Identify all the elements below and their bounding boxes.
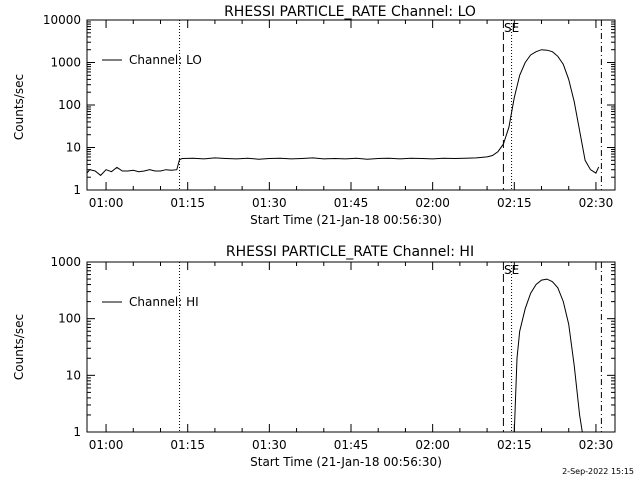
top-x-tick-label: 01:00 — [89, 196, 124, 210]
bottom-chart-ylabel: Counts/sec — [12, 314, 26, 380]
top-series-line — [86, 49, 600, 177]
top-y-tick-label: 10000 — [43, 13, 81, 27]
top-legend-label: Channel: LO — [129, 53, 202, 67]
bottom-x-tick-label: 02:15 — [497, 438, 532, 452]
top-y-tick-label: 100 — [58, 98, 81, 112]
top-x-tick-label: 01:30 — [252, 196, 287, 210]
bottom-x-tick-label: 01:30 — [252, 438, 287, 452]
bottom-x-tick-label: 01:15 — [170, 438, 205, 452]
top-chart-title: RHESSI PARTICLE_RATE Channel: LO — [224, 4, 476, 20]
top-plot-frame — [86, 19, 616, 191]
bottom-y-tick-label: 1000 — [50, 255, 81, 269]
top-y-tick-label: 1 — [73, 183, 81, 197]
bottom-annotation-se: SE — [504, 263, 519, 277]
top-chart-xlabel: Start Time (21-Jan-18 00:56:30) — [250, 213, 442, 227]
bottom-y-tick-label: 100 — [58, 312, 81, 326]
top-y-tick-label: 1000 — [50, 56, 81, 70]
bottom-y-tick-label: 10 — [66, 368, 81, 382]
top-x-tick-label: 01:45 — [334, 196, 369, 210]
bottom-plot-frame — [86, 261, 616, 433]
bottom-chart-title: RHESSI PARTICLE_RATE Channel: HI — [226, 244, 474, 260]
top-x-tick-label: 02:00 — [415, 196, 450, 210]
bottom-chart-xlabel: Start Time (21-Jan-18 00:56:30) — [250, 455, 442, 469]
top-x-tick-label: 02:15 — [497, 196, 532, 210]
top-chart-ylabel: Counts/sec — [12, 74, 26, 140]
top-x-tick-label: 01:15 — [170, 196, 205, 210]
bottom-x-tick-label: 02:00 — [415, 438, 450, 452]
top-y-tick-label: 10 — [66, 141, 81, 155]
date-stamp: 2-Sep-2022 15:15 — [562, 467, 634, 476]
bottom-x-tick-label: 02:30 — [579, 438, 614, 452]
bottom-legend-label: Channel: HI — [129, 295, 199, 309]
bottom-x-tick-label: 01:45 — [334, 438, 369, 452]
bottom-y-tick-label: 1 — [73, 425, 81, 439]
bottom-x-tick-label: 01:00 — [89, 438, 124, 452]
top-annotation-se: SE — [504, 21, 519, 35]
top-x-tick-label: 02:30 — [579, 196, 614, 210]
bottom-series-line — [513, 278, 583, 433]
